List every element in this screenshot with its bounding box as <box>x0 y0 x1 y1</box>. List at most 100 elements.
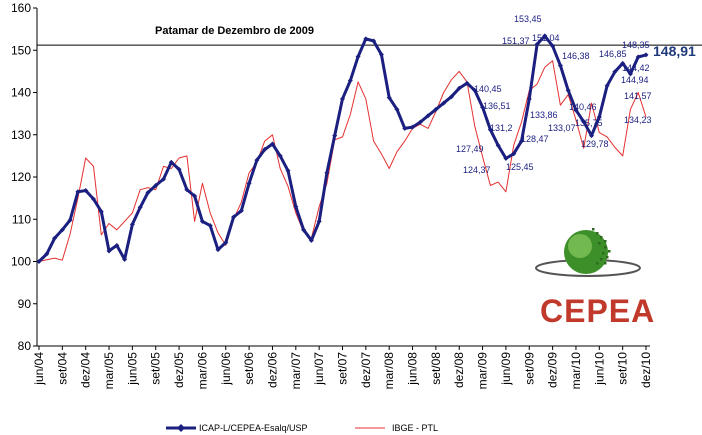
legend-item-series-1: IBGE - PTL <box>355 423 438 433</box>
y-tick-label: 150 <box>11 43 31 57</box>
series-0-point <box>52 235 58 241</box>
x-tick-label: jun/04 <box>32 352 46 386</box>
y-tick-label: 130 <box>11 128 31 142</box>
series-0-point <box>114 242 120 248</box>
series-0-point <box>137 204 143 210</box>
x-tick-label: set/06 <box>242 352 256 385</box>
logo-dot <box>592 228 595 231</box>
x-tick-label: jun/10 <box>592 352 606 386</box>
series-0-point <box>503 155 509 161</box>
logo-dot <box>602 252 605 255</box>
x-tick-label: dez/07 <box>359 352 373 388</box>
series-0-point <box>106 248 112 254</box>
data-label: 133,86 <box>530 110 558 120</box>
series-0-point <box>161 176 167 182</box>
x-tick-label: jun/05 <box>125 352 139 386</box>
series-0-point <box>75 189 81 195</box>
series-line-1 <box>38 60 647 262</box>
series-0-point <box>534 41 540 47</box>
y-tick-label: 120 <box>11 170 31 184</box>
data-label: 128,47 <box>521 134 549 144</box>
series-0-point <box>231 214 237 220</box>
series-0-point <box>526 96 532 102</box>
data-label: 151,37 <box>502 36 530 46</box>
series-0-point <box>550 43 556 49</box>
x-tick-label: set/04 <box>55 352 69 385</box>
series-0-point <box>176 166 182 172</box>
series-0-point <box>495 142 501 148</box>
series-0-point <box>557 62 563 68</box>
logo-dots <box>592 228 611 265</box>
logo-dot <box>596 262 599 265</box>
data-label: 141,57 <box>624 91 652 101</box>
logo-dot <box>608 250 611 253</box>
series-0-point <box>386 95 392 101</box>
series-0-point <box>487 127 493 133</box>
x-tick-label: mar/10 <box>569 352 583 390</box>
x-tick-label: dez/06 <box>265 352 279 388</box>
series-line-0 <box>37 34 647 263</box>
series-0-point <box>347 78 353 84</box>
series-0-point <box>332 133 338 139</box>
series-0-point <box>378 51 384 57</box>
series-0-point <box>254 157 260 163</box>
data-label: 144,94 <box>621 75 649 85</box>
series-0-point <box>596 114 602 120</box>
x-tick-label: set/10 <box>616 352 630 385</box>
series-0-point <box>301 227 307 233</box>
y-tick-label: 80 <box>18 339 32 353</box>
x-tick-label: dez/04 <box>79 352 93 388</box>
data-label: 131,2 <box>490 123 513 133</box>
series-0-point <box>269 141 275 147</box>
x-tick-label: mar/05 <box>102 352 116 390</box>
data-label: 136,51 <box>483 101 511 111</box>
series-0-point <box>83 188 89 194</box>
series-0-point <box>129 221 135 227</box>
data-label: 135,75 <box>575 118 603 128</box>
series-0-point <box>612 69 618 75</box>
y-tick-label: 160 <box>11 1 31 15</box>
x-tick-label: jun/07 <box>312 352 326 386</box>
logo-text: CEPEA <box>540 293 655 329</box>
series-0-point <box>145 190 151 196</box>
series-0-point <box>643 52 649 58</box>
legend-marker-series-0 <box>177 424 185 432</box>
logo-globe-highlight <box>568 234 592 258</box>
series-0-point <box>122 256 128 262</box>
data-label: 151,04 <box>532 33 560 43</box>
legend-item-series-0: ICAP-L/CEPEA-Esalq/USP <box>166 423 308 433</box>
logo-dot <box>604 240 607 243</box>
legend: ICAP-L/CEPEA-Esalq/USP IBGE - PTL <box>166 423 438 433</box>
x-tick-label: set/07 <box>336 352 350 385</box>
cepea-logo: CEPEA <box>535 228 655 329</box>
series-0-point <box>44 251 50 257</box>
series-0-point <box>285 168 291 174</box>
x-tick-label: mar/09 <box>476 352 490 390</box>
series-0-point <box>542 33 548 39</box>
data-label: 148,91 <box>653 43 696 59</box>
series-0-point <box>464 80 470 86</box>
x-tick-label: set/09 <box>522 352 536 385</box>
y-tick-label: 140 <box>11 86 31 100</box>
series-0-point <box>456 85 462 91</box>
series-0-point <box>184 187 190 193</box>
y-axis-ticks: 80 90 100 110 120 130 140 150 160 <box>11 1 37 353</box>
data-label: 146,38 <box>562 51 590 61</box>
logo-dot <box>606 256 609 259</box>
x-tick-label: mar/07 <box>289 352 303 390</box>
series-0-point <box>277 153 283 159</box>
data-label: 134,23 <box>624 115 652 125</box>
series-0-point <box>402 125 408 131</box>
series-0-point <box>433 106 439 112</box>
legend-label-series-1: IBGE - PTL <box>392 423 438 433</box>
x-tick-label: jun/08 <box>406 352 420 386</box>
x-tick-label: dez/09 <box>546 352 560 388</box>
series-0-point <box>511 151 517 157</box>
series-0-point <box>371 38 377 44</box>
x-tick-label: dez/08 <box>452 352 466 388</box>
series-0-point <box>581 119 587 125</box>
series-0-point <box>410 124 416 130</box>
logo-dot <box>598 242 601 245</box>
